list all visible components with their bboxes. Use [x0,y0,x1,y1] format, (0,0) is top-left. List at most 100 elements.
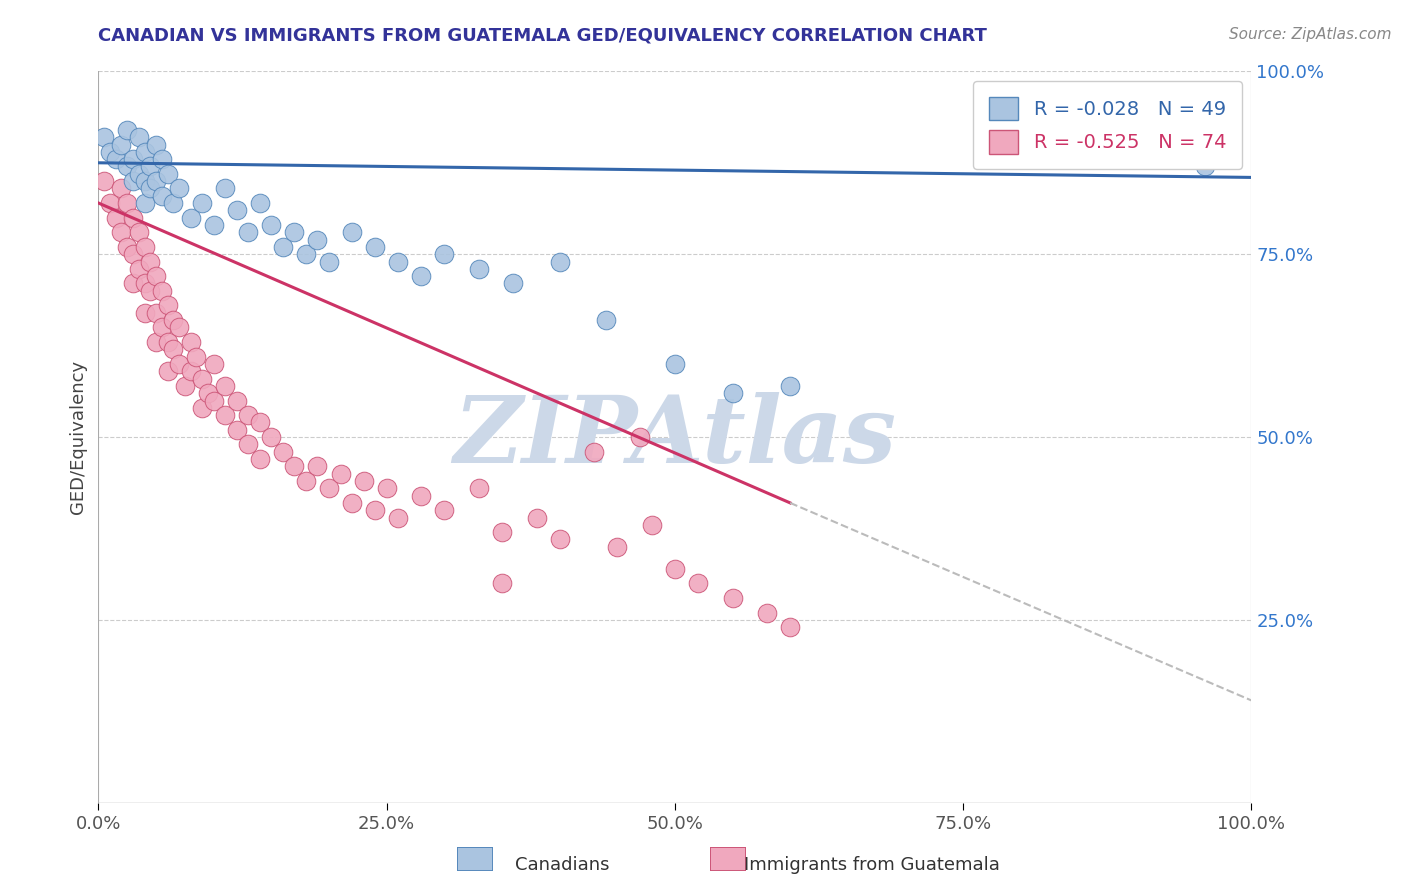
Point [191,401,214,415]
Point [167,181,190,195]
Point [93,174,115,188]
Point [340,225,363,239]
Point [641,517,664,532]
Point [225,393,247,408]
Point [433,247,456,261]
Point [686,576,709,591]
Point [307,233,329,247]
Point [260,430,283,444]
Point [134,174,156,188]
Point [468,481,491,495]
Point [180,334,202,349]
Text: Canadians: Canadians [515,856,610,874]
Point [721,386,744,401]
Point [214,379,236,393]
Point [128,225,150,239]
Point [117,240,139,254]
Point [606,540,628,554]
Point [150,284,173,298]
Point [214,181,236,195]
Point [364,240,387,254]
Point [491,525,513,540]
Point [225,423,247,437]
Point [548,533,571,547]
Point [122,277,145,291]
Point [134,306,156,320]
Point [411,269,433,284]
Point [134,240,156,254]
Point [167,357,190,371]
Point [180,211,202,225]
Point [329,467,352,481]
Point [150,320,173,334]
Point [340,496,363,510]
Point [110,181,132,195]
Text: ZIPAtlas: ZIPAtlas [453,392,897,482]
Point [664,562,686,576]
Point [156,334,179,349]
Point [145,334,167,349]
Point [411,489,433,503]
Point [238,437,260,451]
Point [779,379,801,393]
Point [271,444,294,458]
Point [295,247,318,261]
Point [110,225,132,239]
Point [260,218,283,232]
Point [156,298,179,312]
Point [139,181,162,195]
Point [128,130,150,145]
Point [191,371,214,385]
Point [721,591,744,605]
Point [122,152,145,166]
Point [197,386,219,401]
Point [468,261,491,276]
Point [167,320,190,334]
Point [122,174,145,188]
Point [375,481,398,495]
Point [145,174,167,188]
Point [156,167,179,181]
Point [433,503,456,517]
Point [238,225,260,239]
Point [117,196,139,211]
Point [162,196,184,211]
Point [134,277,156,291]
Point [318,481,340,495]
Point [295,474,318,488]
Text: Source: ZipAtlas.com: Source: ZipAtlas.com [1229,27,1392,42]
Point [353,474,375,488]
Point [180,364,202,378]
Point [526,510,548,524]
Point [145,306,167,320]
Text: Immigrants from Guatemala: Immigrants from Guatemala [744,856,1000,874]
Point [162,313,184,327]
Point [128,167,150,181]
Point [548,254,571,268]
Point [202,393,225,408]
Point [174,379,197,393]
Point [117,123,139,137]
Point [249,416,271,430]
Point [583,444,606,458]
Point [104,211,127,225]
Point [502,277,524,291]
Point [139,284,162,298]
Point [93,130,115,145]
Point [139,160,162,174]
Point [98,145,121,159]
Point [145,269,167,284]
Point [134,145,156,159]
Point [249,196,271,211]
Point [225,203,247,218]
Point [202,357,225,371]
Point [110,137,132,152]
Point [387,254,409,268]
Point [283,225,305,239]
Point [98,196,121,211]
Point [150,152,173,166]
Text: CANADIAN VS IMMIGRANTS FROM GUATEMALA GED/EQUIVALENCY CORRELATION CHART: CANADIAN VS IMMIGRANTS FROM GUATEMALA GE… [98,27,987,45]
Legend: R = -0.028   N = 49, R = -0.525   N = 74: R = -0.028 N = 49, R = -0.525 N = 74 [973,81,1241,169]
Point [664,357,686,371]
Point [104,152,127,166]
